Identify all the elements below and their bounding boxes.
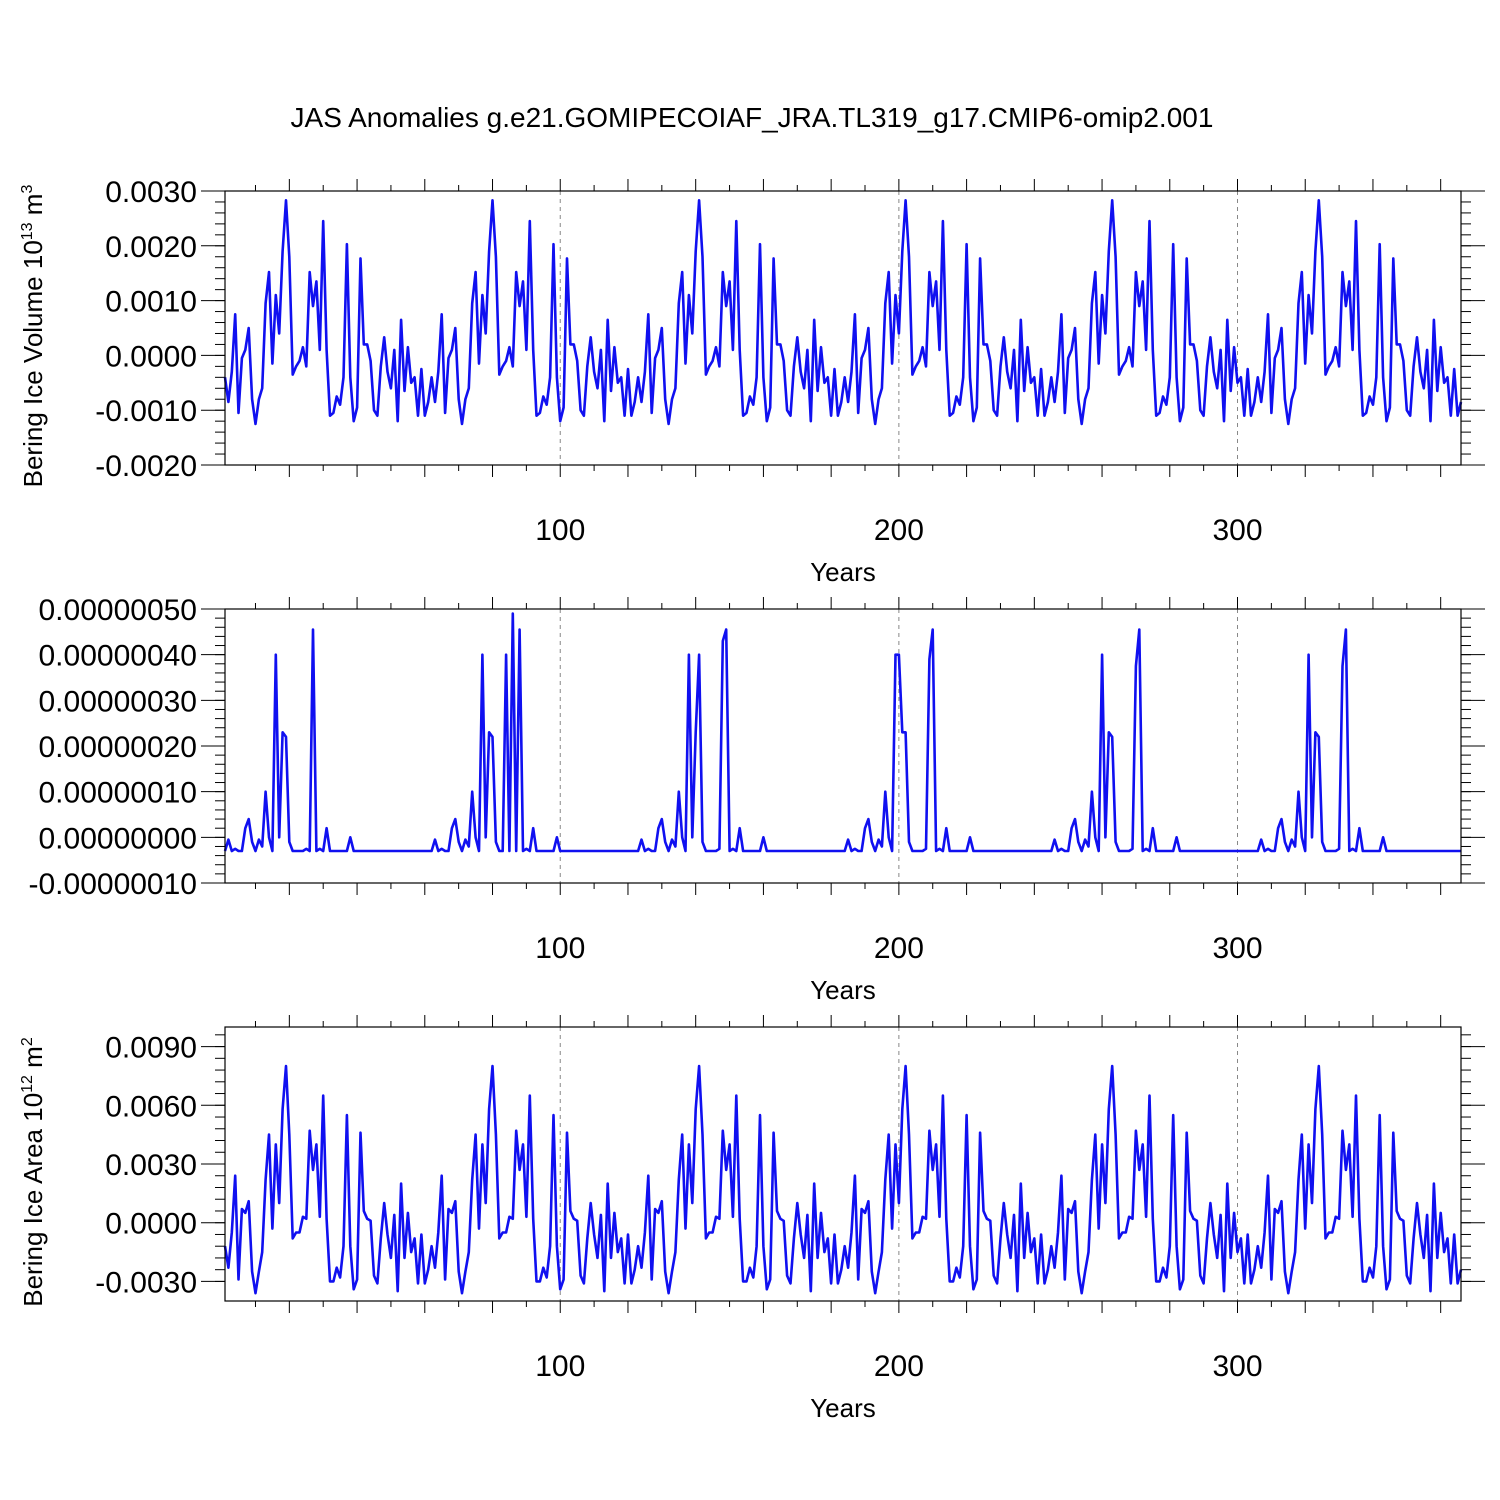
y-tick-label: 0.0030 bbox=[105, 176, 197, 209]
y-tick-label: 0.0010 bbox=[105, 286, 197, 319]
x-tick-label: 200 bbox=[874, 514, 924, 547]
plot-frame bbox=[224, 1026, 1462, 1302]
x-tick-label: 200 bbox=[874, 1350, 924, 1383]
data-series-line bbox=[223, 1064, 1463, 1295]
x-tick-label: 300 bbox=[1212, 514, 1262, 547]
y-tick-label: 0.0090 bbox=[105, 1032, 197, 1065]
data-series-line bbox=[223, 199, 1463, 426]
y-tick-label: -0.0030 bbox=[95, 1266, 197, 1299]
panel-bering-ice-volume: -0.0020 -0.0010 0.0000 0.0010 0.0020 0.0030 10… bbox=[18, 176, 1485, 587]
y-tick-label: 0.0060 bbox=[105, 1090, 197, 1123]
y-tick-label: 0.0000 bbox=[105, 340, 197, 373]
y-tick-label: 0.00000040 bbox=[39, 640, 198, 673]
panel-bering-small: -0.00000010 0.00000000 0.00000010 0.0000002… bbox=[29, 594, 1485, 1005]
panel-bering-ice-area: -0.0030 0.0000 0.0030 0.0060 0.0090 100 200 300… bbox=[18, 1015, 1485, 1423]
y-tick-label: 0.00000050 bbox=[39, 594, 198, 627]
y-axis-label: Bering Ice Area 1012 m2 bbox=[18, 1037, 48, 1307]
x-tick-label: 200 bbox=[874, 932, 924, 965]
y-tick-label: 0.00000030 bbox=[39, 685, 198, 718]
y-tick-label: 0.00000000 bbox=[39, 822, 198, 855]
panels: -0.0020 -0.0010 0.0000 0.0010 0.0020 0.0030 10… bbox=[18, 176, 1485, 1423]
x-axis-label: Years bbox=[810, 1393, 876, 1423]
x-tick-label: 100 bbox=[535, 932, 585, 965]
x-axis-label: Years bbox=[810, 557, 876, 587]
plot-frame bbox=[224, 608, 1462, 884]
x-tick-label: 300 bbox=[1212, 1350, 1262, 1383]
x-axis-label: Years bbox=[810, 975, 876, 1005]
plot-frame bbox=[224, 190, 1462, 466]
chart-title: JAS Anomalies g.e21.GOMIPECOIAF_JRA.TL31… bbox=[291, 102, 1214, 133]
x-tick-label: 100 bbox=[535, 1350, 585, 1383]
y-tick-label: -0.00000010 bbox=[29, 868, 198, 901]
data-series-line bbox=[223, 612, 1461, 853]
y-axis-label: Bering Ice Volume 1013 m3 bbox=[18, 185, 48, 488]
y-tick-label: 0.00000010 bbox=[39, 777, 198, 810]
y-tick-label: 0.0030 bbox=[105, 1149, 197, 1182]
y-tick-label: 0.00000020 bbox=[39, 731, 198, 764]
y-tick-label: 0.0000 bbox=[105, 1208, 197, 1241]
x-tick-label: 100 bbox=[535, 514, 585, 547]
x-tick-label: 300 bbox=[1212, 932, 1262, 965]
y-tick-label: -0.0010 bbox=[95, 395, 197, 428]
y-tick-label: 0.0020 bbox=[105, 231, 197, 264]
y-tick-label: -0.0020 bbox=[95, 450, 197, 483]
